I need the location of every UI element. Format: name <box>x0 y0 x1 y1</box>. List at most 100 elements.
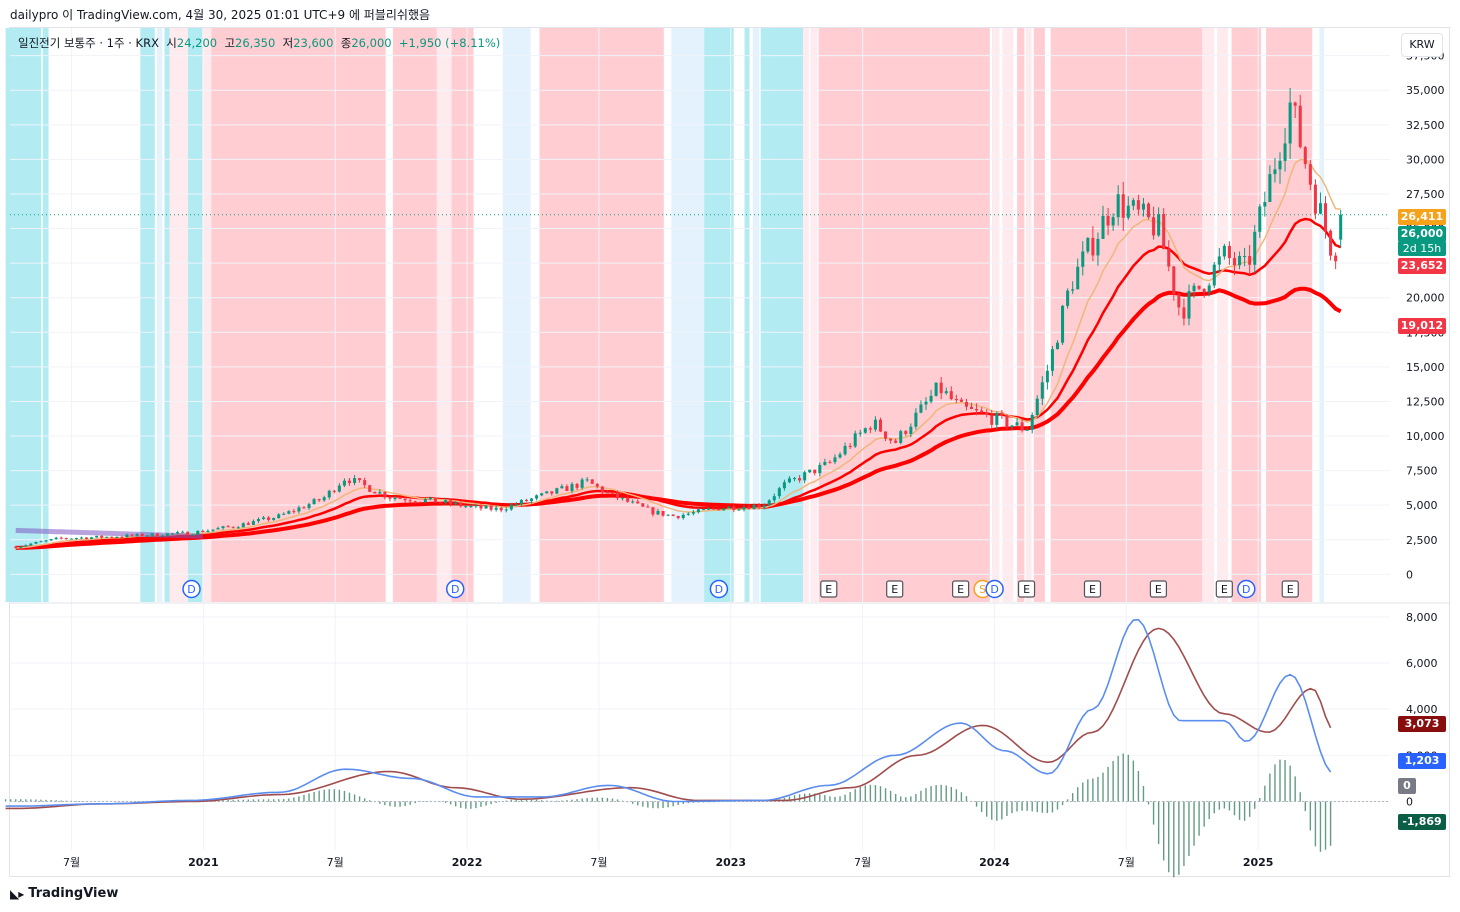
candle-body <box>868 428 872 430</box>
candle-body <box>621 497 625 499</box>
background-band <box>1025 28 1032 602</box>
candle-body <box>403 498 407 501</box>
candle-body <box>418 501 422 503</box>
candle-body <box>701 509 706 511</box>
background-band <box>1050 28 1184 602</box>
candle-body <box>575 483 579 488</box>
candle-body <box>322 497 326 501</box>
candle-body <box>150 533 154 536</box>
background-band <box>502 28 531 602</box>
candle-body <box>813 469 817 474</box>
background-band <box>770 28 804 602</box>
candle-body <box>1106 215 1110 226</box>
currency-button[interactable]: KRW <box>1401 33 1443 57</box>
background-band <box>760 28 771 602</box>
candle-body <box>954 399 958 401</box>
candle-body <box>550 491 554 494</box>
candle-body <box>74 538 78 540</box>
candle-body <box>1329 230 1333 256</box>
candle-body <box>787 478 791 483</box>
background-band <box>1319 28 1325 602</box>
macd-axis-tick-label: 0 <box>1406 796 1413 809</box>
candle-body <box>125 534 129 538</box>
candle-body <box>1055 342 1060 350</box>
candle-body <box>85 537 89 539</box>
ema-long-price-tag: 19,012 <box>1398 318 1446 334</box>
candle-body <box>337 485 341 492</box>
event-marker-label: E <box>1023 583 1030 596</box>
ema-mid-price-tag: 23,652 <box>1398 258 1446 274</box>
event-marker-label: E <box>891 583 898 596</box>
candle-body <box>884 431 888 439</box>
candle-body <box>165 533 169 536</box>
candle-body <box>130 534 134 536</box>
candle-body <box>1263 201 1267 207</box>
candle-body <box>1283 143 1287 161</box>
background-band <box>1002 28 1014 602</box>
candle-body <box>1152 217 1156 236</box>
candle-body <box>267 517 271 520</box>
candle-body <box>990 414 994 425</box>
background-band <box>991 28 1000 602</box>
candle-body <box>1086 237 1090 252</box>
candle-body <box>1187 291 1191 319</box>
candle-body <box>479 505 483 509</box>
candle-body <box>1172 266 1176 295</box>
background-band <box>744 28 750 602</box>
candle-body <box>904 431 908 434</box>
candle-body <box>408 500 412 502</box>
candle-body <box>646 506 650 508</box>
price-axis-tick-label: 30,000 <box>1406 153 1445 166</box>
low-label: 저 <box>282 36 294 50</box>
candle-body <box>712 508 716 510</box>
background-band <box>42 28 49 602</box>
ema-short-line <box>15 158 1341 549</box>
candle-body <box>843 445 847 455</box>
background-band <box>671 28 705 602</box>
candle-body <box>191 534 195 536</box>
candle-body <box>231 526 235 528</box>
background-bands <box>5 28 1325 602</box>
candle-body <box>236 527 240 529</box>
event-marker-label: E <box>957 583 964 596</box>
candle-body <box>818 464 822 474</box>
candle-body <box>570 483 574 491</box>
price-axis-tick-label: 7,500 <box>1406 465 1438 478</box>
candle-body <box>64 538 68 540</box>
candle-body <box>747 506 751 510</box>
candle-body <box>1202 288 1206 293</box>
background-band <box>1183 28 1203 602</box>
background-band <box>392 28 437 602</box>
high-label: 고 <box>224 36 236 50</box>
candle-body <box>221 526 225 529</box>
publish-header: dailypro 이 TradingView.com, 4월 30, 2025 … <box>10 8 431 22</box>
candle-body <box>1339 214 1343 240</box>
time-axis-tick-label: 7월 <box>854 856 871 869</box>
candle-body <box>1334 255 1338 262</box>
candle-body <box>29 543 33 546</box>
candle-body <box>69 538 73 540</box>
candle-body <box>838 454 842 458</box>
candle-body <box>1243 255 1247 257</box>
candle-body <box>696 509 700 513</box>
candle-body <box>970 406 974 409</box>
candle-body <box>676 516 680 519</box>
macd-value-tag: 1,203 <box>1398 753 1446 769</box>
candle-body <box>449 500 453 505</box>
candle-body <box>909 426 913 434</box>
candle-body <box>975 408 979 411</box>
candle-body <box>59 537 63 539</box>
candle-body <box>34 541 38 544</box>
candle-body <box>722 508 726 511</box>
low-value: 23,600 <box>293 36 334 50</box>
candle-body <box>277 514 281 519</box>
candle-body <box>732 506 736 511</box>
candle-body <box>1091 237 1095 256</box>
candle-body <box>1096 238 1100 256</box>
candle-body <box>1126 205 1130 218</box>
candle-body <box>530 498 534 502</box>
candle-body <box>428 497 432 500</box>
candle-body <box>363 480 367 486</box>
candle-body <box>1121 194 1125 218</box>
